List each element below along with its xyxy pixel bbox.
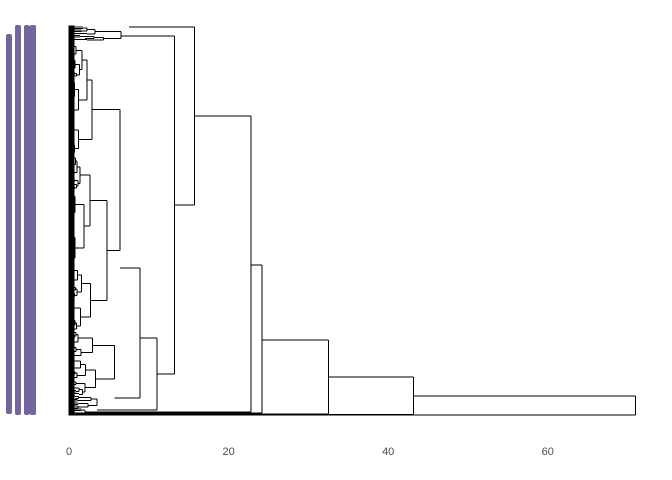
leaf-label-column <box>24 25 30 415</box>
dendrogram-branches <box>68 25 637 416</box>
x-tick-label: 0 <box>66 446 72 458</box>
x-tick-label: 40 <box>382 446 394 458</box>
leaf-label-column <box>15 25 21 415</box>
dense-leaf-block <box>68 25 75 416</box>
leaf-label-column <box>6 34 12 414</box>
x-axis: 0 20 40 60 <box>66 446 554 458</box>
leaf-label-column <box>30 25 36 415</box>
x-tick-label: 20 <box>222 446 234 458</box>
leaf-labels <box>6 25 36 415</box>
x-tick-label: 60 <box>542 446 554 458</box>
